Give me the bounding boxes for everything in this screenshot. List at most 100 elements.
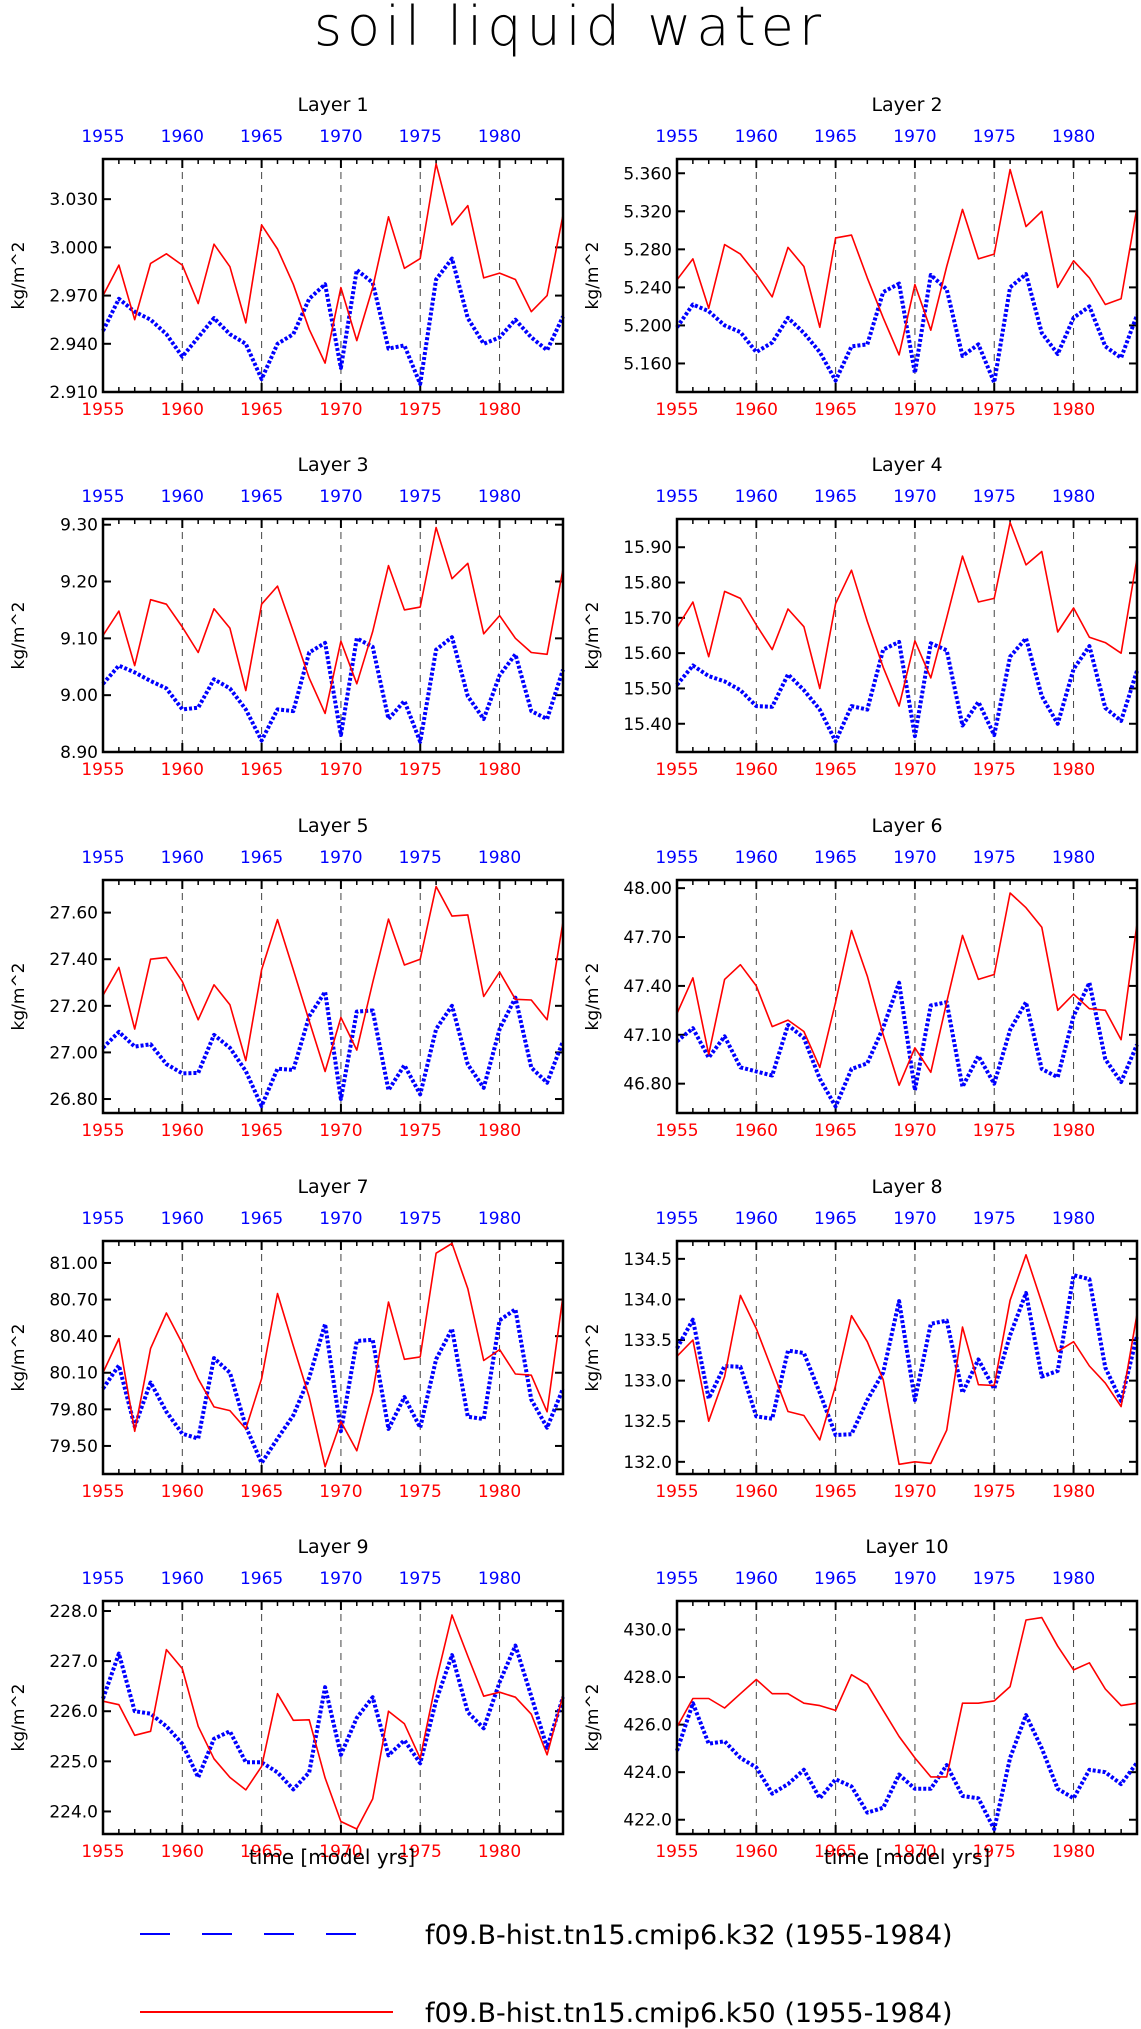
y-tick-label: 422.0 bbox=[623, 1811, 672, 1831]
plot-frame bbox=[675, 1239, 1139, 1476]
plot-frame bbox=[101, 1239, 565, 1476]
series-k50-line bbox=[676, 892, 1138, 1087]
x-tick-label-top: 1960 bbox=[161, 1569, 204, 1589]
x-tick-label-bottom: 1975 bbox=[973, 1842, 1016, 1862]
series-k50-line bbox=[102, 526, 564, 715]
y-tick-label: 224.0 bbox=[49, 1802, 98, 1822]
x-tick-label-top: 1980 bbox=[478, 487, 521, 507]
y-tick-label: 80.70 bbox=[49, 1291, 98, 1311]
x-tick-label-top: 1955 bbox=[81, 1569, 124, 1589]
y-tick-label: 8.90 bbox=[60, 743, 98, 763]
x-tick-label-bottom: 1955 bbox=[81, 760, 124, 780]
x-tick-label-bottom: 1980 bbox=[1052, 1842, 1095, 1862]
x-tick-label-top: 1975 bbox=[973, 487, 1016, 507]
y-tick-label: 3.030 bbox=[49, 190, 98, 210]
y-tick-label: 26.80 bbox=[49, 1090, 98, 1110]
x-tick-label-top: 1965 bbox=[240, 127, 283, 147]
panel-9: Layer 9 kg/m^2 224.0 225.0 226.0 227.0 228.0 19… bbox=[9, 1536, 565, 1862]
x-tick-label-bottom: 1970 bbox=[319, 1121, 362, 1141]
panel-title: Layer 3 bbox=[297, 454, 368, 476]
x-tick-label-bottom: 1955 bbox=[655, 1121, 698, 1141]
series-k32-line bbox=[101, 989, 565, 1108]
y-tick-label: 2.970 bbox=[49, 287, 98, 307]
panel-title: Layer 1 bbox=[297, 94, 368, 116]
x-tick-label-top: 1980 bbox=[1052, 1209, 1095, 1229]
x-tick-label-bottom: 1980 bbox=[478, 1842, 521, 1862]
x-tick-label-bottom: 1980 bbox=[1052, 400, 1095, 420]
x-tick-label-bottom: 1955 bbox=[81, 400, 124, 420]
x-tick-label-bottom: 1955 bbox=[655, 1482, 698, 1502]
y-tick-label: 3.000 bbox=[49, 238, 98, 258]
x-tick-label-top: 1970 bbox=[319, 848, 362, 868]
x-tick-label-bottom: 1960 bbox=[735, 400, 778, 420]
x-tick-label-top: 1955 bbox=[655, 127, 698, 147]
x-tick-label-bottom: 1975 bbox=[399, 400, 442, 420]
panel-3: Layer 3 kg/m^2 8.90 9.00 9.10 9.20 9.30 1955 195… bbox=[9, 454, 565, 780]
x-tick-label-top: 1980 bbox=[478, 1209, 521, 1229]
x-tick-label-bottom: 1955 bbox=[81, 1842, 124, 1862]
panel-title: Layer 2 bbox=[871, 94, 942, 116]
x-tick-label-top: 1965 bbox=[240, 1209, 283, 1229]
series-k32-line bbox=[101, 256, 565, 386]
x-tick-label-bottom: 1960 bbox=[161, 1842, 204, 1862]
x-axis-label-right: time [model yrs] bbox=[824, 1845, 990, 1869]
x-tick-label-bottom: 1965 bbox=[240, 1842, 283, 1862]
y-tick-label: 430.0 bbox=[623, 1621, 672, 1641]
series-k32-line bbox=[675, 636, 1139, 744]
x-tick-label-top: 1975 bbox=[399, 487, 442, 507]
y-tick-label: 5.160 bbox=[623, 354, 672, 374]
x-tick-label-bottom: 1975 bbox=[973, 1121, 1016, 1141]
x-tick-label-bottom: 1965 bbox=[240, 1121, 283, 1141]
x-tick-label-bottom: 1970 bbox=[893, 400, 936, 420]
x-tick-label-bottom: 1975 bbox=[973, 1482, 1016, 1502]
x-tick-label-top: 1975 bbox=[973, 848, 1016, 868]
y-axis-label: kg/m^2 bbox=[9, 1684, 29, 1752]
y-tick-label: 27.00 bbox=[49, 1043, 98, 1063]
y-tick-label: 15.70 bbox=[623, 609, 672, 629]
x-tick-label-top: 1960 bbox=[735, 487, 778, 507]
series-k32-line bbox=[675, 980, 1139, 1109]
x-tick-label-bottom: 1980 bbox=[1052, 760, 1095, 780]
x-tick-label-top: 1965 bbox=[814, 1209, 857, 1229]
y-axis-label: kg/m^2 bbox=[583, 1684, 603, 1752]
x-tick-label-top: 1975 bbox=[399, 848, 442, 868]
x-tick-label-top: 1955 bbox=[81, 1209, 124, 1229]
panel-7: Layer 7 kg/m^2 79.50 79.80 80.10 80.40 80.70 81… bbox=[9, 1176, 565, 1502]
x-tick-label-top: 1980 bbox=[1052, 848, 1095, 868]
x-tick-label-bottom: 1960 bbox=[161, 1482, 204, 1502]
x-tick-label-top: 1960 bbox=[735, 1209, 778, 1229]
x-tick-label-top: 1960 bbox=[161, 848, 204, 868]
y-tick-label: 428.0 bbox=[623, 1668, 672, 1688]
y-axis-label: kg/m^2 bbox=[583, 242, 603, 310]
y-tick-label: 9.30 bbox=[60, 516, 98, 536]
x-tick-label-top: 1975 bbox=[973, 1569, 1016, 1589]
x-tick-label-top: 1955 bbox=[655, 1569, 698, 1589]
y-tick-label: 15.40 bbox=[623, 715, 672, 735]
x-tick-label-bottom: 1980 bbox=[1052, 1121, 1095, 1141]
x-tick-label-top: 1955 bbox=[81, 848, 124, 868]
y-tick-label: 424.0 bbox=[623, 1763, 672, 1783]
plot-frame bbox=[101, 157, 565, 394]
y-axis-label: kg/m^2 bbox=[9, 1324, 29, 1392]
series-k50-line bbox=[676, 168, 1138, 356]
panel-4: Layer 4 kg/m^2 15.40 15.50 15.60 15.70 15.80 15… bbox=[583, 454, 1139, 780]
y-tick-label: 2.910 bbox=[49, 383, 98, 403]
y-tick-label: 225.0 bbox=[49, 1752, 98, 1772]
x-tick-label-bottom: 1960 bbox=[735, 760, 778, 780]
y-axis-label: kg/m^2 bbox=[9, 602, 29, 670]
x-tick-label-bottom: 1955 bbox=[81, 1121, 124, 1141]
y-tick-label: 81.00 bbox=[49, 1254, 98, 1274]
x-tick-label-top: 1970 bbox=[893, 127, 936, 147]
panel-title: Layer 5 bbox=[297, 815, 368, 837]
y-tick-label: 134.0 bbox=[623, 1290, 672, 1310]
y-tick-label: 133.0 bbox=[623, 1372, 672, 1392]
panel-5: Layer 5 kg/m^2 26.80 27.00 27.20 27.40 27.60 19… bbox=[9, 815, 565, 1141]
panel-title: Layer 6 bbox=[871, 815, 942, 837]
x-tick-label-top: 1960 bbox=[161, 1209, 204, 1229]
panel-title: Layer 8 bbox=[871, 1176, 942, 1198]
x-tick-label-top: 1970 bbox=[319, 487, 362, 507]
x-tick-label-bottom: 1975 bbox=[973, 760, 1016, 780]
x-tick-label-top: 1965 bbox=[814, 127, 857, 147]
x-tick-label-top: 1975 bbox=[973, 1209, 1016, 1229]
